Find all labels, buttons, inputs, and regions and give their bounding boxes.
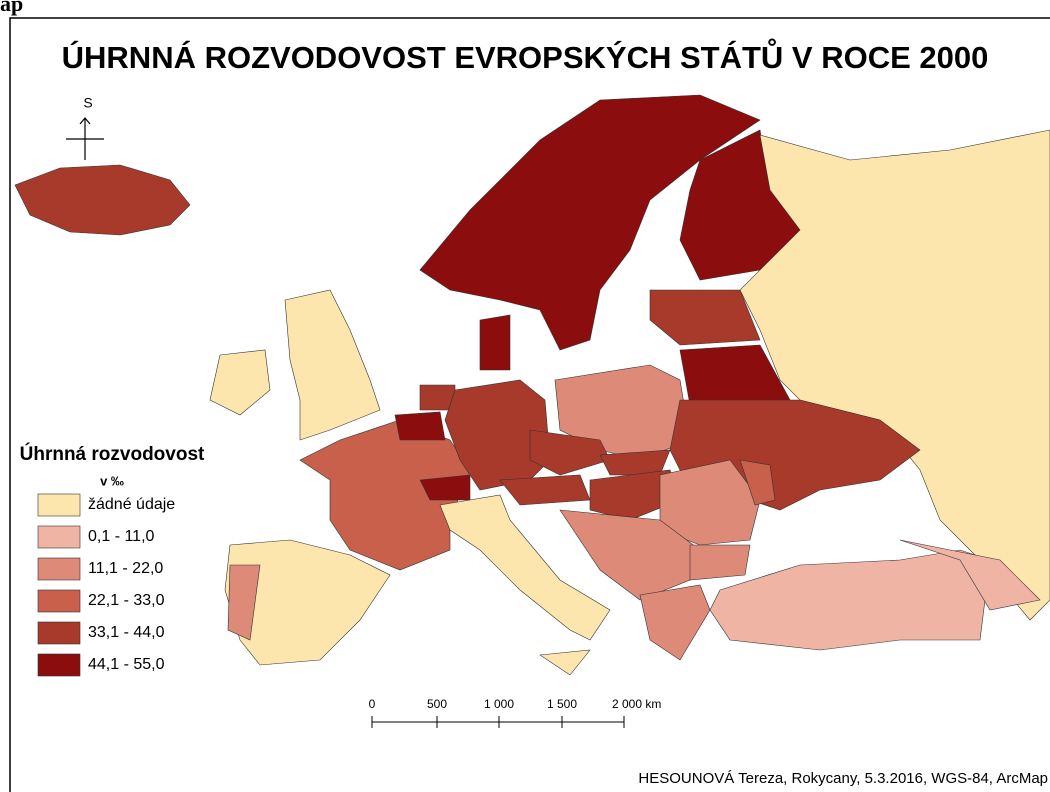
- ireland: [209, 349, 271, 416]
- legend-label: 11,1 - 22,0: [88, 560, 163, 577]
- baltics: [649, 289, 761, 346]
- sicily: [539, 649, 591, 676]
- legend-swatch: [37, 621, 81, 645]
- legend: Úhrnná rozvodovost v ‰ žádné údaje 0,1 - …: [20, 443, 205, 677]
- compass: S: [66, 95, 104, 160]
- moldova: [739, 459, 776, 506]
- header-fragment: ap: [0, 0, 23, 16]
- legend-swatch: [37, 493, 81, 517]
- scale-label: 2 000 km: [612, 697, 661, 711]
- legend-label: 33,1 - 44,0: [88, 624, 165, 641]
- uk: [284, 289, 381, 441]
- legend-unit: v ‰: [100, 473, 124, 488]
- greece: [639, 584, 711, 661]
- regions: [14, 94, 1050, 676]
- scale-label: 1 500: [547, 697, 577, 711]
- legend-title: Úhrnná rozvodovost: [20, 443, 205, 465]
- portugal: [227, 564, 261, 641]
- iceland: [14, 164, 191, 236]
- legend-swatch: [37, 589, 81, 613]
- bulgaria: [689, 544, 751, 581]
- denmark: [479, 314, 511, 371]
- legend-label: žádné údaje: [88, 496, 175, 513]
- legend-label: 0,1 - 11,0: [88, 528, 155, 545]
- scale-label: 0: [369, 697, 376, 711]
- legend-label: 22,1 - 33,0: [88, 592, 165, 609]
- compass-arrow: [79, 117, 91, 125]
- scale-bar: 0 500 1 000 1 500 2 000 km: [369, 697, 661, 728]
- hungary: [589, 469, 681, 521]
- poland: [554, 364, 691, 461]
- czechia: [529, 429, 611, 476]
- legend-swatch: [37, 525, 81, 549]
- credit: HESOUNOVÁ Tereza, Rokycany, 5.3.2016, WG…: [638, 770, 1048, 787]
- scale-label: 1 000: [484, 697, 514, 711]
- belgium: [394, 411, 446, 441]
- italy: [439, 494, 611, 641]
- legend-swatch: [37, 557, 81, 581]
- map-title: ÚHRNNÁ ROZVODOVOST EVROPSKÝCH STÁTŮ V RO…: [62, 37, 989, 75]
- scale-label: 500: [427, 697, 447, 711]
- turkey: [709, 549, 991, 651]
- caucasus: [899, 539, 1041, 611]
- legend-label: 44,1 - 55,0: [88, 656, 165, 673]
- norway-sweden: [419, 94, 761, 351]
- legend-swatch: [37, 653, 81, 677]
- compass-label: S: [83, 95, 92, 111]
